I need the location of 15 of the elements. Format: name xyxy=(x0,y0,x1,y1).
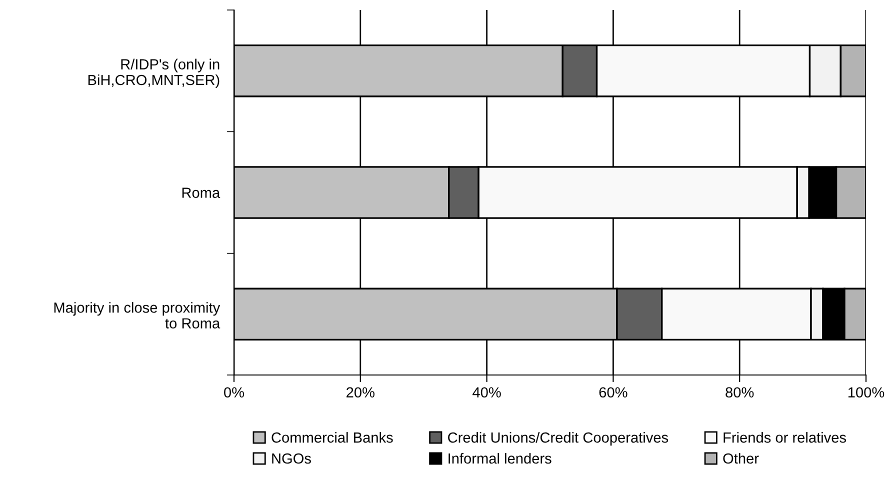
y-tick-label: Roma xyxy=(182,188,220,198)
legend-label: Friends or relatives xyxy=(724,432,846,443)
y-tick-label: R/IDP's (only in BiH,CRO,MNT,SER) xyxy=(88,58,220,88)
y-tick-label: Majority in close proximity to Roma xyxy=(54,302,220,329)
x-tick-label: 40% xyxy=(472,387,501,398)
x-tick-label: 60% xyxy=(599,387,628,398)
legend-label: NGOs xyxy=(272,453,311,464)
legend-label: Informal lenders xyxy=(448,452,552,464)
legend-label: Other xyxy=(723,452,759,464)
x-tick-label: 0% xyxy=(224,387,244,398)
legend-label: Credit Unions/Credit Cooperatives xyxy=(448,432,668,446)
legend-label: Commercial Banks xyxy=(272,432,393,443)
x-tick-label: 20% xyxy=(346,387,374,398)
x-tick-label: 80% xyxy=(726,387,754,398)
x-tick-label: 100% xyxy=(848,387,884,398)
